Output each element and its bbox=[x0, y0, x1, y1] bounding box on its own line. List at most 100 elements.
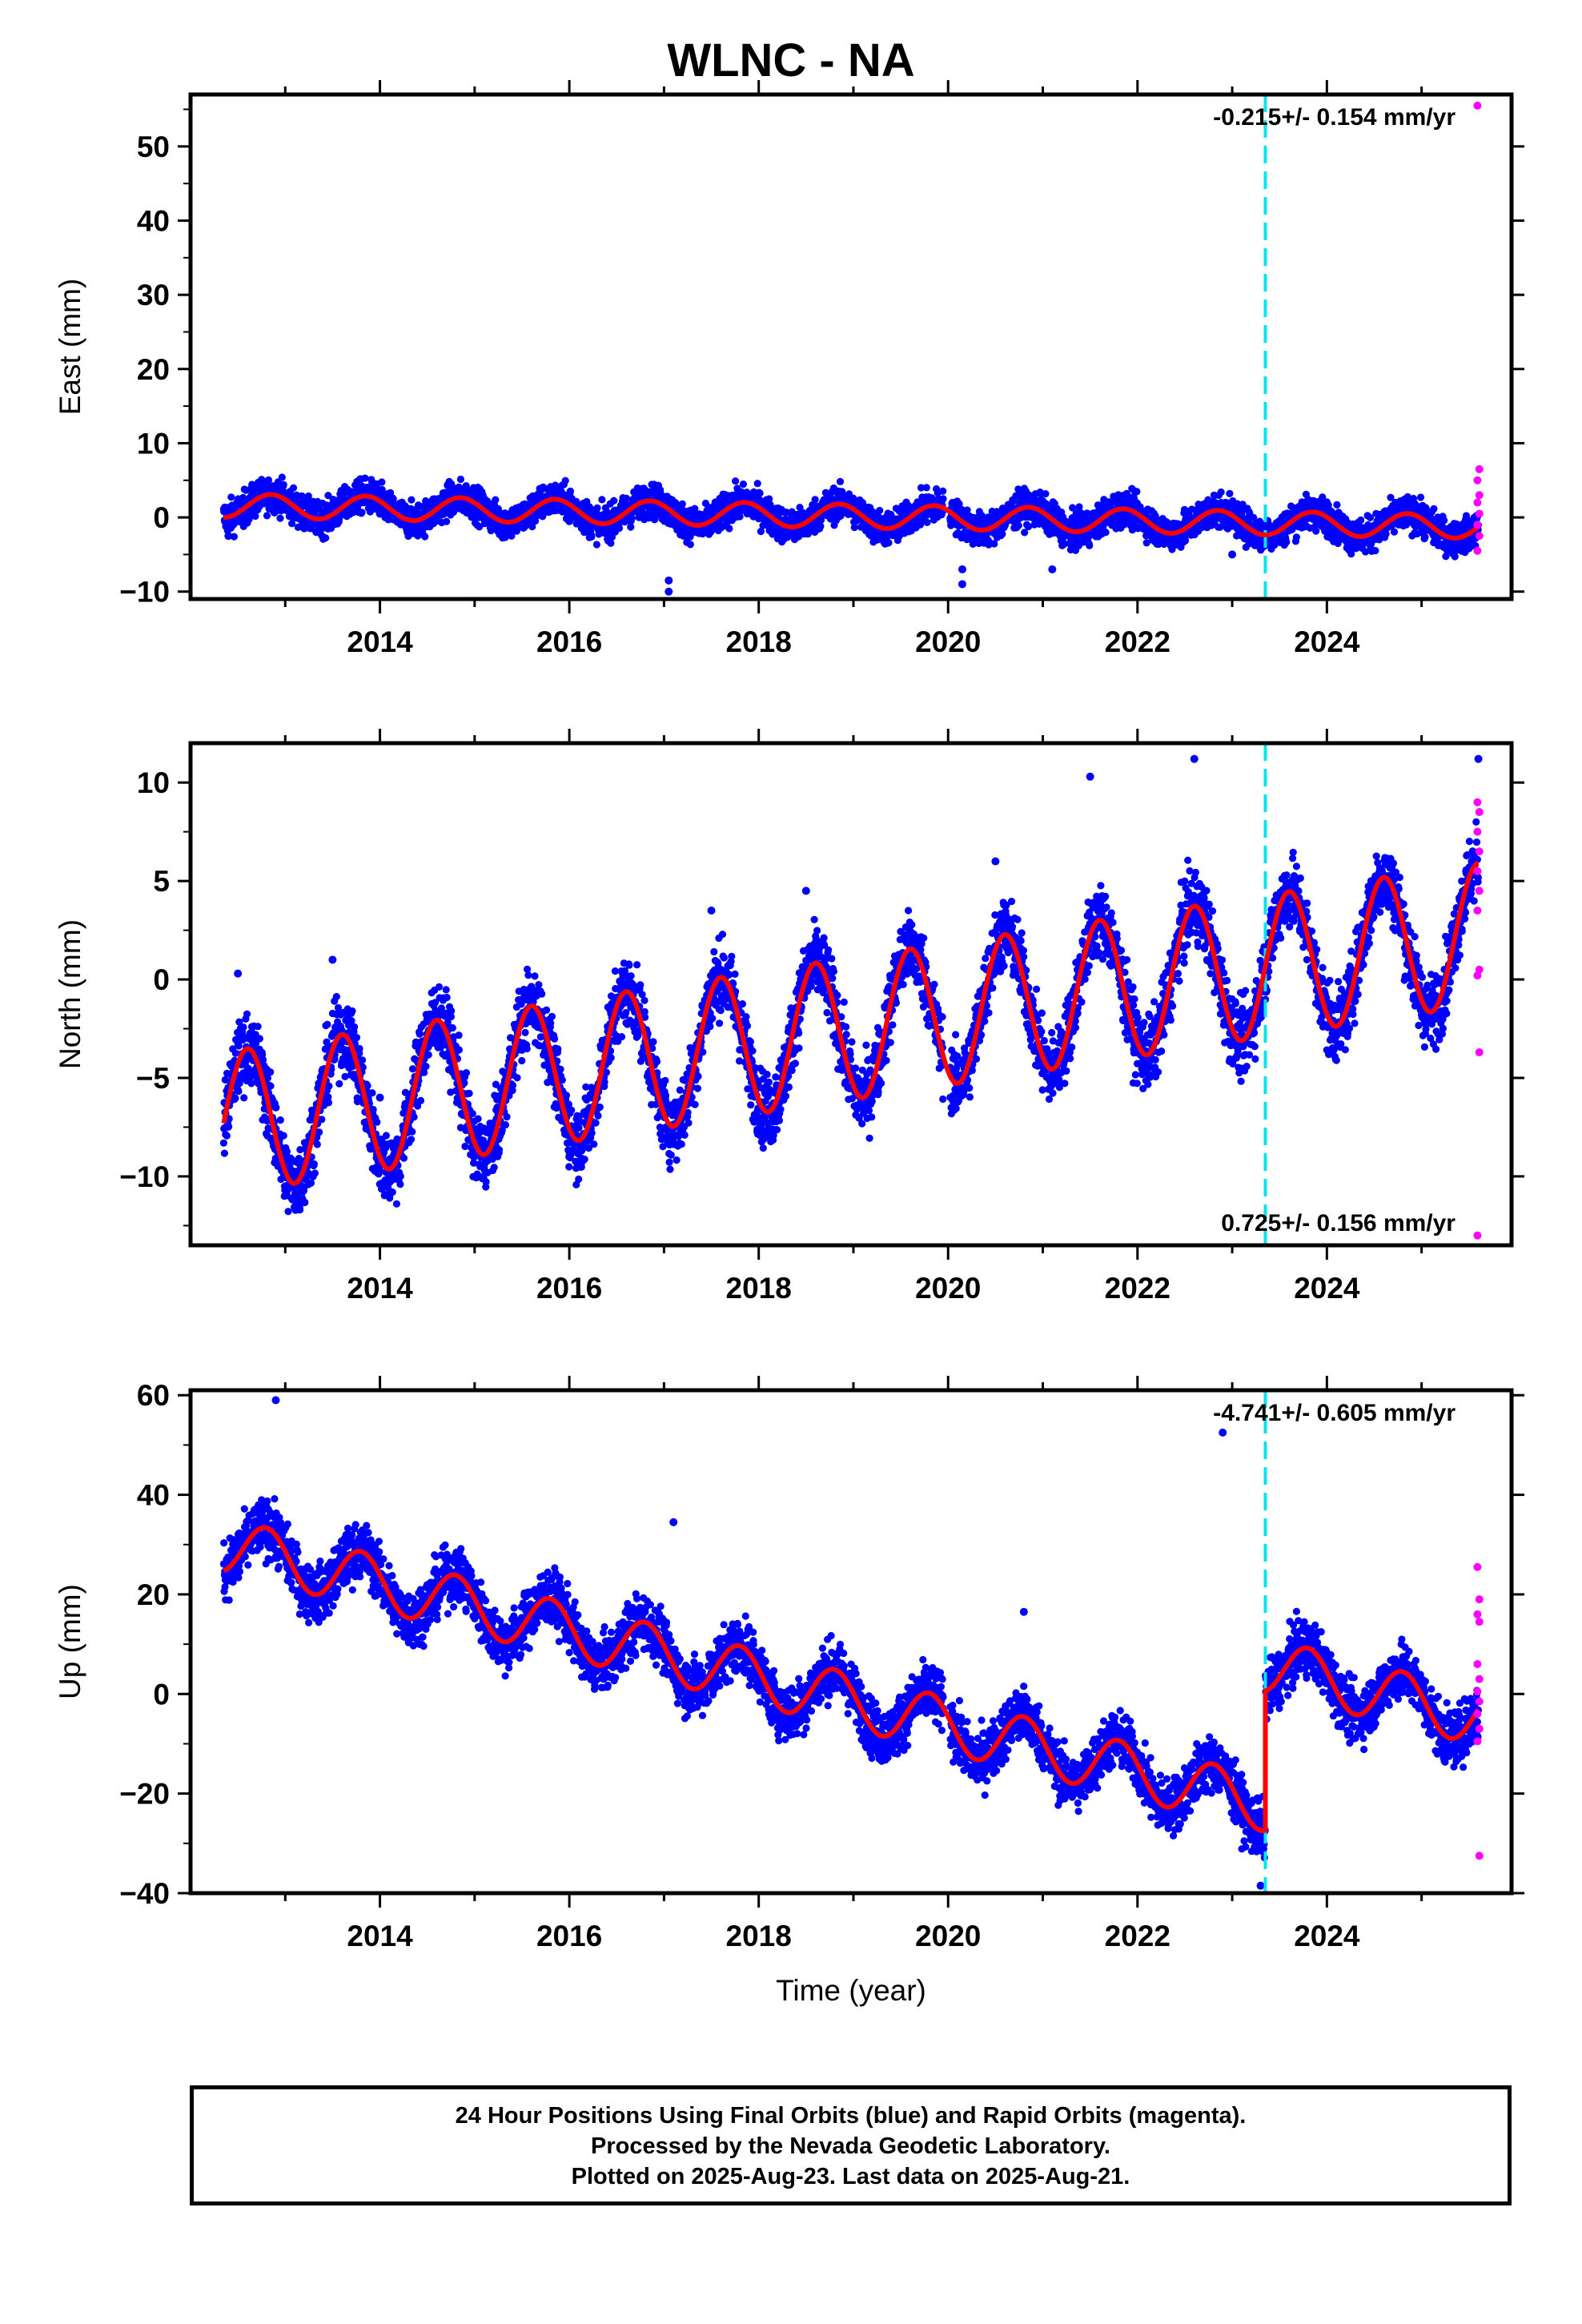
x-tick-label: 2016 bbox=[536, 625, 602, 658]
final-orbit-point bbox=[922, 484, 930, 492]
east-final-orbit-points bbox=[219, 473, 1482, 596]
final-orbit-point bbox=[361, 474, 369, 482]
final-orbit-point bbox=[1371, 547, 1379, 555]
final-orbit-point bbox=[1133, 488, 1141, 496]
final-orbit-point bbox=[686, 541, 694, 549]
final-orbit-point bbox=[289, 484, 298, 492]
rapid-orbit-point bbox=[1473, 101, 1482, 110]
final-orbit-point bbox=[1390, 528, 1399, 536]
final-orbit-outlier bbox=[665, 576, 673, 585]
final-orbit-point bbox=[1226, 489, 1234, 498]
final-orbit-point bbox=[1416, 493, 1425, 501]
final-orbit-point bbox=[736, 513, 744, 521]
final-orbit-point bbox=[876, 506, 884, 515]
final-orbit-point bbox=[276, 514, 284, 522]
final-orbit-point bbox=[450, 508, 458, 517]
final-orbit-point bbox=[239, 1023, 247, 1031]
final-orbit-point bbox=[288, 520, 296, 528]
final-orbit-point bbox=[1181, 537, 1190, 545]
final-orbit-point bbox=[739, 480, 748, 489]
final-orbit-point bbox=[456, 475, 465, 484]
final-orbit-outlier bbox=[375, 509, 384, 518]
final-orbit-point bbox=[593, 504, 601, 512]
final-orbit-point bbox=[885, 539, 893, 547]
y-tick-label: 30 bbox=[137, 279, 170, 312]
final-orbit-outlier bbox=[958, 565, 966, 573]
y-tick-label: −10 bbox=[119, 576, 170, 609]
final-orbit-point bbox=[1042, 490, 1050, 498]
final-orbit-point bbox=[251, 512, 259, 521]
rapid-orbit-point bbox=[1473, 498, 1482, 507]
final-orbit-point bbox=[628, 514, 636, 522]
final-orbit-outlier bbox=[665, 587, 673, 596]
chart-title: WLNC - NA bbox=[667, 34, 915, 86]
final-orbit-point bbox=[1440, 517, 1448, 525]
y-tick-label: 20 bbox=[137, 353, 170, 386]
final-orbit-point bbox=[263, 512, 271, 520]
final-orbit-point bbox=[610, 497, 618, 505]
final-orbit-outlier bbox=[1464, 539, 1473, 548]
final-orbit-point bbox=[1283, 538, 1291, 546]
final-orbit-point bbox=[279, 480, 287, 489]
final-orbit-point bbox=[725, 525, 733, 533]
east-rapid-orbit-points bbox=[1473, 101, 1484, 555]
final-orbit-point bbox=[227, 493, 235, 501]
rapid-orbit-point bbox=[1475, 491, 1484, 500]
final-orbit-point bbox=[1292, 533, 1300, 541]
final-orbit-point bbox=[1421, 533, 1429, 541]
final-orbit-point bbox=[231, 1094, 239, 1102]
final-orbit-point bbox=[421, 533, 429, 541]
rapid-orbit-point bbox=[1475, 464, 1484, 473]
final-orbit-outlier bbox=[1228, 550, 1237, 559]
final-orbit-point bbox=[566, 487, 575, 495]
final-orbit-point bbox=[240, 1094, 248, 1102]
final-orbit-outlier bbox=[224, 532, 233, 541]
final-orbit-point bbox=[588, 533, 596, 541]
x-tick-label: 2022 bbox=[1105, 625, 1170, 658]
y-tick-label: 10 bbox=[137, 427, 170, 460]
east-data-layer bbox=[219, 94, 1484, 599]
rapid-orbit-point bbox=[1473, 546, 1482, 555]
final-orbit-point bbox=[278, 473, 286, 481]
east-rate-label: -0.215+/- 0.154 mm/yr bbox=[1213, 104, 1456, 131]
final-orbit-point bbox=[1014, 521, 1022, 529]
final-orbit-point bbox=[528, 523, 536, 531]
final-orbit-point bbox=[443, 517, 451, 525]
final-orbit-point bbox=[235, 1088, 243, 1096]
final-orbit-point bbox=[223, 1132, 231, 1140]
final-orbit-outlier bbox=[565, 517, 574, 525]
north-data-layer bbox=[219, 743, 1484, 1245]
x-tick-label: 2014 bbox=[347, 625, 413, 658]
north-final-orbit-points bbox=[219, 754, 1483, 1216]
final-orbit-point bbox=[304, 492, 312, 501]
final-orbit-point bbox=[592, 541, 601, 549]
final-orbit-point bbox=[220, 1149, 228, 1157]
y-tick-label: 40 bbox=[137, 205, 170, 238]
final-orbit-point bbox=[561, 476, 569, 485]
final-orbit-point bbox=[939, 495, 947, 503]
y-tick-label: 50 bbox=[137, 131, 170, 163]
final-orbit-outlier bbox=[1048, 565, 1057, 573]
final-orbit-point bbox=[264, 476, 272, 485]
final-orbit-point bbox=[622, 494, 630, 502]
final-orbit-point bbox=[408, 496, 416, 504]
final-orbit-point bbox=[1217, 488, 1225, 497]
x-tick-label: 2024 bbox=[1294, 625, 1360, 658]
final-orbit-point bbox=[607, 539, 615, 547]
final-orbit-point bbox=[492, 496, 500, 504]
rapid-orbit-point bbox=[1475, 532, 1484, 541]
final-orbit-point bbox=[678, 500, 686, 509]
final-orbit-point bbox=[598, 496, 606, 504]
final-orbit-point bbox=[939, 487, 947, 495]
final-orbit-point bbox=[850, 523, 858, 532]
final-orbit-point bbox=[476, 523, 484, 531]
x-tick-label: 2020 bbox=[915, 625, 981, 658]
time-series-plots: 2014 2016 2018 2020 2022 2024−1001020304050Ea… bbox=[54, 80, 1524, 2007]
east-panel: 2014 2016 2018 2020 2022 2024−1001020304050Ea… bbox=[54, 80, 1524, 658]
final-orbit-point bbox=[1430, 505, 1438, 513]
final-orbit-point bbox=[836, 477, 845, 486]
final-orbit-point bbox=[378, 478, 386, 486]
final-orbit-point bbox=[1102, 529, 1110, 537]
rapid-orbit-point bbox=[1473, 521, 1482, 529]
final-orbit-point bbox=[230, 533, 238, 541]
